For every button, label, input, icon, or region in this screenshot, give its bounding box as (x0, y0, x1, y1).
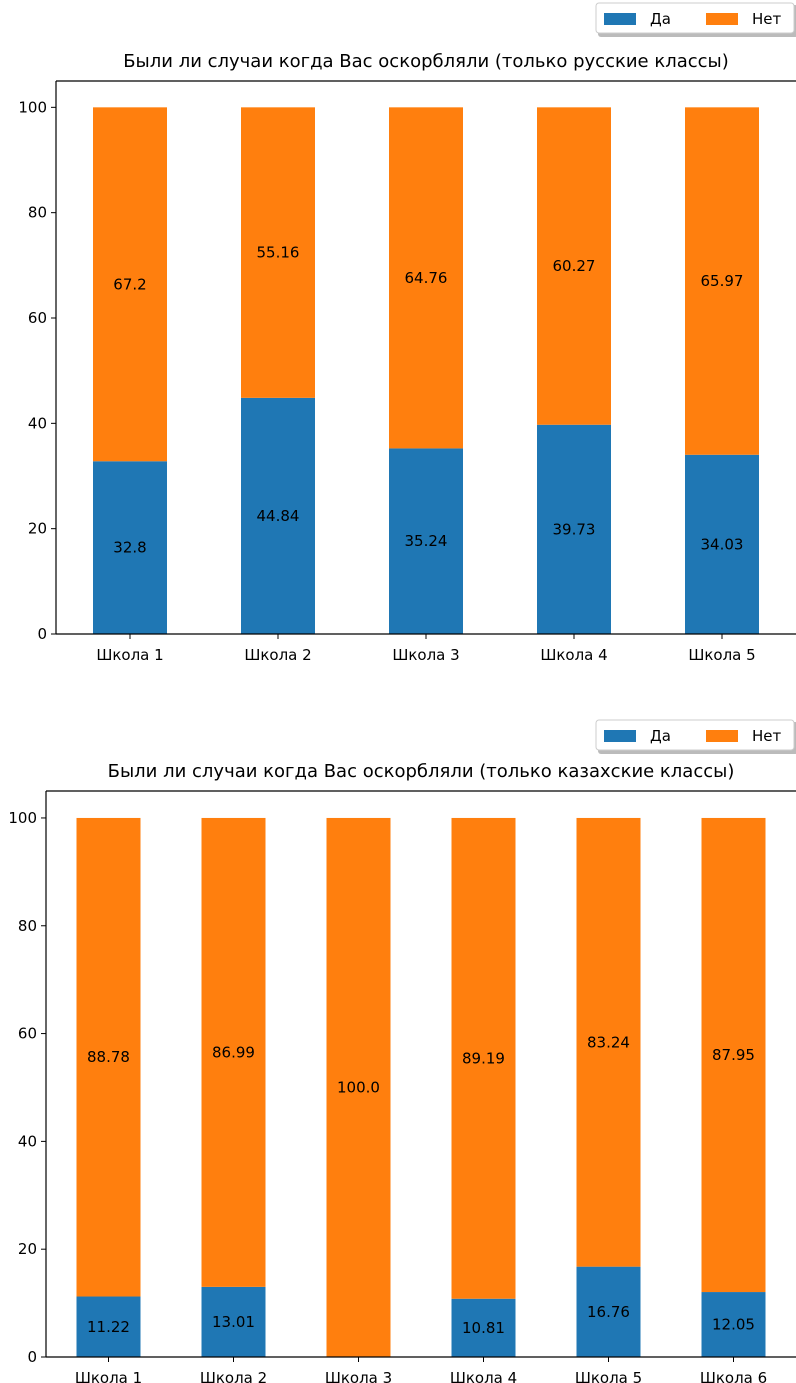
bar-yes (93, 461, 167, 634)
data-label: 12.05 (712, 1316, 755, 1334)
data-label: 67.2 (113, 275, 146, 293)
bar-no (576, 817, 641, 1267)
chart-title: Были ли случаи когда Вас оскорбляли (тол… (123, 51, 729, 72)
legend-box (595, 2, 795, 34)
bar-yes (701, 1292, 766, 1357)
data-label: 35.24 (405, 532, 448, 550)
x-tick-label: Школа 3 (392, 646, 459, 664)
legend-label: Нет (752, 10, 782, 28)
legend-swatch (706, 13, 738, 25)
data-label: 39.73 (553, 520, 596, 538)
chart-title: Были ли случаи когда Вас оскорбляли (тол… (108, 761, 735, 782)
bar-no (201, 817, 266, 1287)
legend-swatch (604, 13, 636, 25)
legend-label: Да (650, 727, 671, 745)
data-label: 55.16 (257, 244, 300, 262)
x-tick-label: Школа 5 (688, 646, 755, 664)
data-label: 86.99 (212, 1043, 255, 1061)
data-label: 65.97 (701, 272, 744, 290)
x-tick-label: Школа 1 (75, 1369, 142, 1383)
legend: Да Нет (595, 2, 796, 37)
bar-no (241, 107, 315, 398)
bar-no (76, 817, 141, 1297)
x-tick-label: Школа 2 (200, 1369, 267, 1383)
bar-yes (451, 1298, 516, 1357)
bar-no (537, 107, 611, 425)
legend-swatch (604, 730, 636, 742)
bar-yes (201, 1286, 266, 1357)
data-label: 100.0 (337, 1078, 380, 1096)
y-tick-label: 0 (27, 1348, 37, 1366)
y-tick-label: 100 (18, 98, 47, 116)
x-tick-label: Школа 5 (575, 1369, 642, 1383)
data-label: 88.78 (87, 1048, 130, 1066)
x-tick-label: Школа 6 (700, 1369, 767, 1383)
x-tick-label: Школа 4 (540, 646, 607, 664)
legend-label: Нет (752, 727, 782, 745)
y-tick-label: 0 (37, 625, 47, 643)
y-tick-label: 20 (18, 1240, 37, 1258)
y-tick-label: 80 (28, 204, 47, 222)
bar-no (701, 817, 766, 1293)
bar-no (685, 107, 759, 455)
data-label: 87.95 (712, 1046, 755, 1064)
bar-yes (241, 397, 315, 634)
y-tick-label: 40 (18, 1132, 37, 1150)
x-tick-label: Школа 4 (450, 1369, 517, 1383)
data-label: 10.81 (462, 1319, 505, 1337)
bar-yes (389, 448, 463, 634)
legend-swatch (706, 730, 738, 742)
bar-no (451, 817, 516, 1299)
bar-no (93, 107, 167, 462)
chart-russian-classes: Были ли случаи когда Вас оскорбляли (тол… (18, 2, 796, 664)
bar-no (326, 817, 391, 1357)
bar-yes (76, 1296, 141, 1357)
chart-kazakh-classes: Были ли случаи когда Вас оскорбляли (тол… (8, 719, 796, 1383)
data-label: 16.76 (587, 1303, 630, 1321)
y-tick-label: 60 (28, 309, 47, 327)
x-tick-label: Школа 3 (325, 1369, 392, 1383)
bar-yes (537, 424, 611, 634)
y-tick-label: 20 (28, 520, 47, 538)
data-label: 60.27 (553, 257, 596, 275)
legend-box (595, 719, 795, 751)
bar-yes (685, 454, 759, 634)
data-label: 83.24 (587, 1033, 630, 1051)
bar-no (389, 107, 463, 449)
legend-label: Да (650, 10, 671, 28)
data-label: 11.22 (87, 1318, 130, 1336)
y-tick-label: 80 (18, 917, 37, 935)
bar-yes (576, 1266, 641, 1357)
y-tick-label: 100 (8, 809, 37, 827)
y-tick-label: 40 (28, 414, 47, 432)
data-label: 34.03 (701, 535, 744, 553)
data-label: 13.01 (212, 1313, 255, 1331)
y-tick-label: 60 (18, 1025, 37, 1043)
x-tick-label: Школа 2 (244, 646, 311, 664)
data-label: 89.19 (462, 1049, 505, 1067)
data-label: 64.76 (405, 269, 448, 287)
data-label: 44.84 (257, 507, 300, 525)
legend: Да Нет (595, 719, 796, 754)
data-label: 32.8 (113, 539, 146, 557)
x-tick-label: Школа 1 (96, 646, 163, 664)
